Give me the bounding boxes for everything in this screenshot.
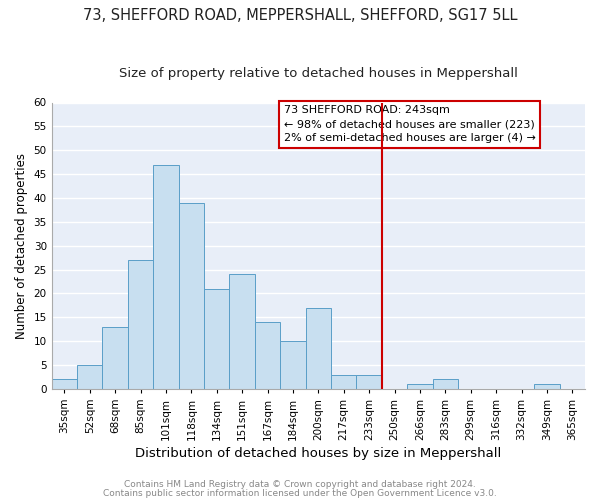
Bar (128, 260, 153, 389)
Title: Size of property relative to detached houses in Meppershall: Size of property relative to detached ho… (119, 68, 518, 80)
Bar (534, 384, 560, 389)
Bar (153, 164, 179, 389)
Text: 73 SHEFFORD ROAD: 243sqm
← 98% of detached houses are smaller (223)
2% of semi-d: 73 SHEFFORD ROAD: 243sqm ← 98% of detach… (284, 106, 536, 144)
Bar (407, 384, 433, 389)
Bar (77, 365, 103, 389)
Bar (305, 308, 331, 389)
Bar (331, 374, 356, 389)
Bar (52, 380, 77, 389)
Text: Contains HM Land Registry data © Crown copyright and database right 2024.: Contains HM Land Registry data © Crown c… (124, 480, 476, 489)
Bar (204, 288, 229, 389)
Bar (356, 374, 382, 389)
Bar (229, 274, 255, 389)
X-axis label: Distribution of detached houses by size in Meppershall: Distribution of detached houses by size … (135, 447, 502, 460)
Text: 73, SHEFFORD ROAD, MEPPERSHALL, SHEFFORD, SG17 5LL: 73, SHEFFORD ROAD, MEPPERSHALL, SHEFFORD… (83, 8, 517, 22)
Y-axis label: Number of detached properties: Number of detached properties (15, 152, 28, 338)
Text: Contains public sector information licensed under the Open Government Licence v3: Contains public sector information licen… (103, 488, 497, 498)
Bar (103, 327, 128, 389)
Bar (255, 322, 280, 389)
Bar (433, 380, 458, 389)
Bar (280, 341, 305, 389)
Bar (179, 202, 204, 389)
